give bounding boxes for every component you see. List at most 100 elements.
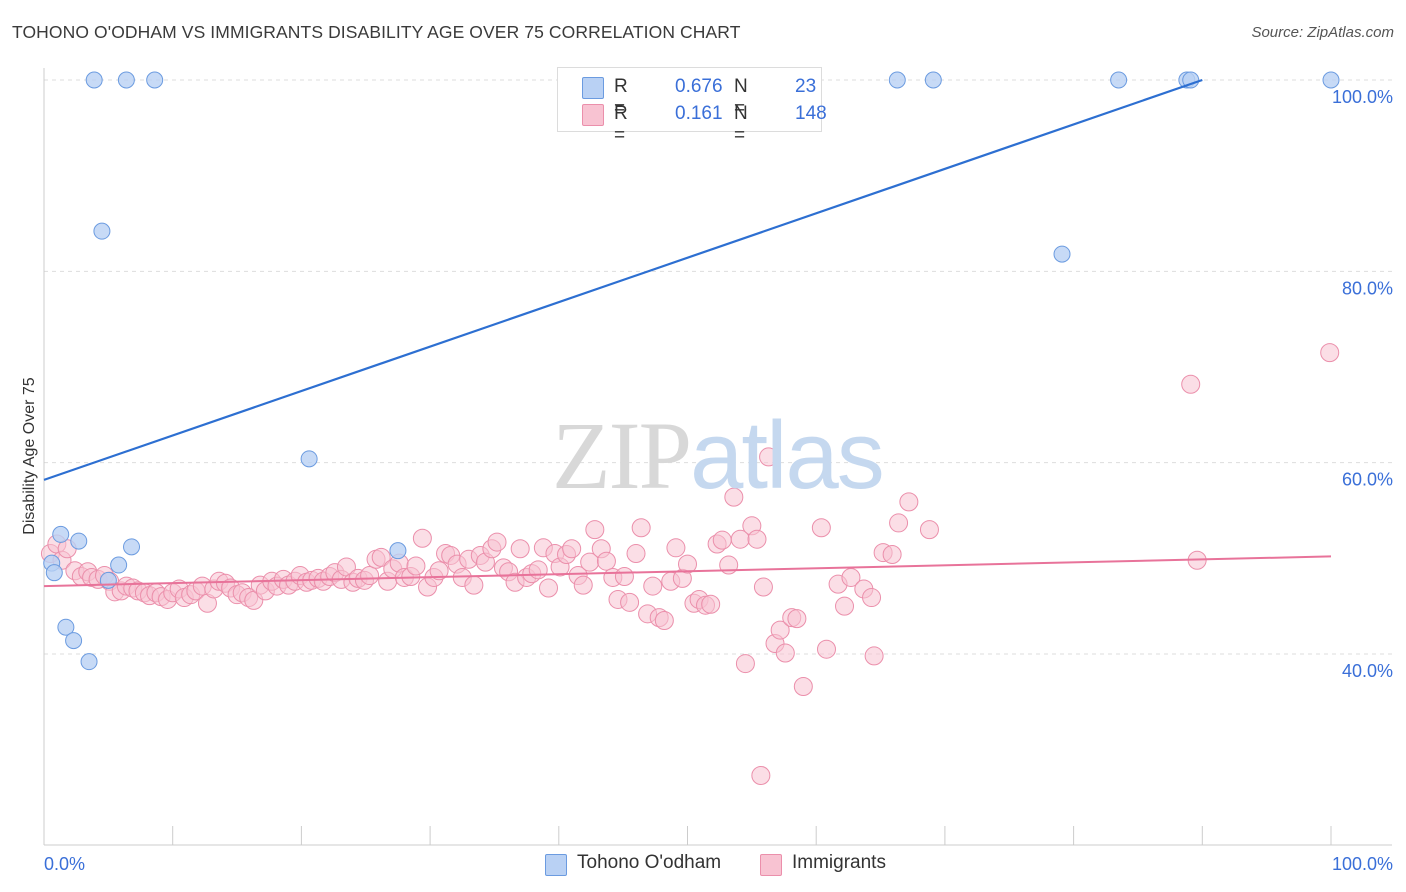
tohono-point [123,538,141,556]
legend-swatch-tohono [582,77,604,99]
tohono-point [70,532,88,550]
tohono-point [110,556,128,574]
tohono-point [1110,71,1128,89]
immigrants-point [631,518,651,538]
immigrants-point [412,528,432,548]
immigrants-point [701,594,721,614]
tohono-point [52,525,70,543]
y-tick-label: 40.0% [1342,661,1393,681]
tohono-points [43,71,1340,671]
trend-lines [43,78,1332,588]
immigrants-point [882,545,902,565]
immigrants-point [889,513,909,533]
immigrants-point [787,609,807,629]
immigrants-point [770,620,790,640]
immigrants-trend-line [43,555,1332,588]
tohono-point [146,71,164,89]
immigrants-point [712,530,732,550]
legend-n-label: N = [734,103,748,146]
immigrants-point [753,577,773,597]
immigrants-point [360,566,380,586]
immigrants-point [528,560,548,580]
x-tick-label: 0.0% [44,854,85,874]
immigrants-point [429,561,449,581]
tohono-point [85,71,103,89]
tohono-point [93,222,111,240]
tohono-point [80,653,98,671]
legend-r-value: 0.161 [675,103,723,124]
tohono-point [99,571,117,589]
legend: R = 0.676 N = 23 R = 0.161 N = 148 [557,67,827,146]
immigrants-point [573,575,593,595]
immigrants-point [614,567,634,587]
legend-n-value: 23 [795,76,817,97]
source-label: Source: ZipAtlas.com [1251,24,1394,41]
bottom-swatch-immigrants [760,854,782,876]
chart-title: TOHONO O'ODHAM VS IMMIGRANTS DISABILITY … [12,22,741,42]
immigrants-point [835,596,855,616]
bottom-swatch-tohono [545,854,567,876]
axes [43,68,1392,846]
immigrants-point [585,520,605,540]
immigrants-point [371,547,391,567]
immigrants-point [654,611,674,631]
legend-n-value: 148 [795,103,827,124]
immigrants-point [735,654,755,674]
immigrants-point [724,487,744,507]
immigrants-point [759,447,779,467]
immigrants-point [1320,343,1340,363]
immigrants-point [811,518,831,538]
bottom-label-tohono: Tohono O'odham [577,852,722,873]
immigrants-point [751,765,771,785]
legend-r-label: R = [614,76,628,119]
immigrants-point [919,520,939,540]
watermark-zip: ZIP [552,402,692,509]
tohono-point [45,564,63,582]
immigrants-point [747,529,767,549]
tick-labels: 40.0% 60.0% 80.0% 100.0% 0.0% 100.0% [44,87,1393,874]
immigrants-point [620,592,640,612]
legend-n-label: N = [734,76,748,119]
immigrants-point [666,538,686,558]
immigrants-point [775,643,795,663]
y-tick-label: 80.0% [1342,278,1393,298]
immigrants-point [562,539,582,559]
grid-lines [44,79,1392,655]
tohono-point [1182,71,1200,89]
y-tick-label: 100.0% [1332,87,1393,107]
immigrants-point [406,556,426,576]
immigrants-point [596,551,616,571]
immigrants-point [678,554,697,574]
legend-swatch-immigrants [582,104,604,126]
tohono-point [1322,71,1340,89]
immigrants-point [539,578,559,598]
immigrants-point [626,544,646,564]
tohono-point [389,542,407,560]
tohono-point [300,450,318,468]
immigrants-point [510,539,530,559]
tohono-trend-line [43,78,1203,481]
immigrants-point [899,492,919,512]
immigrants-point [864,646,884,666]
immigrants-point [487,532,507,552]
x-tick-label: 100.0% [1332,854,1393,874]
tohono-point [888,71,906,89]
legend-r-value: 0.676 [675,76,723,97]
y-tick-label: 60.0% [1342,470,1393,490]
watermark-atlas: atlas [690,402,885,509]
tohono-point [117,71,135,89]
tohono-point [1053,245,1071,263]
immigrants-point [1181,374,1201,394]
immigrants-point [793,677,813,697]
immigrants-point [816,639,836,659]
bottom-label-immigrants: Immigrants [792,852,886,873]
immigrants-point [643,576,663,596]
legend-r-label: R = [614,103,628,146]
tohono-point [57,618,75,636]
immigrants-points [40,343,1340,785]
immigrants-point [862,588,882,608]
immigrants-point [464,575,484,595]
watermark: ZIPatlas [552,400,885,511]
tohono-point [924,71,942,89]
